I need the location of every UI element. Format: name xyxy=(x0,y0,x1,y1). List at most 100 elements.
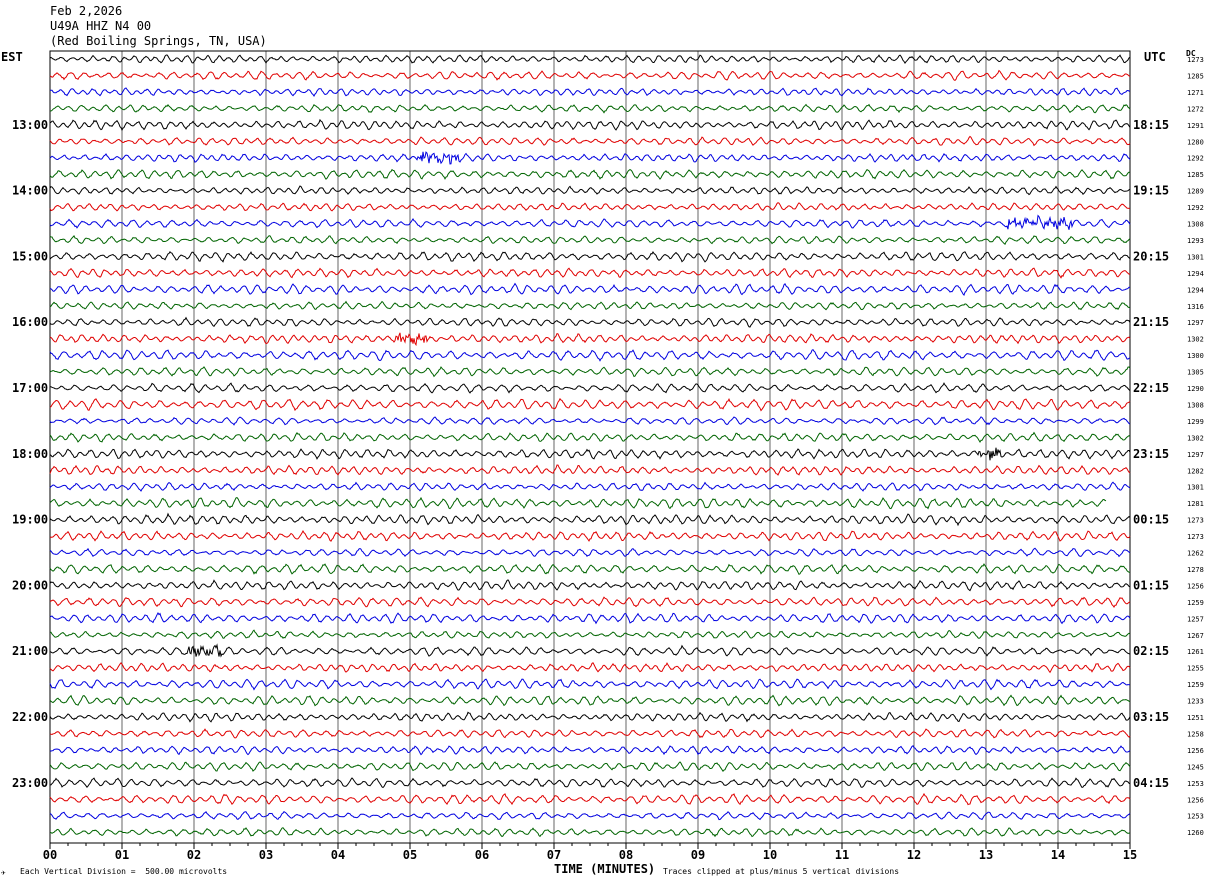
dc-offset-label: 1255 xyxy=(1187,665,1204,673)
station-location: (Red Boiling Springs, TN, USA) xyxy=(50,34,267,48)
dc-offset-label: 1267 xyxy=(1187,632,1204,640)
x-tick-label: 04 xyxy=(331,848,345,862)
seismic-trace xyxy=(49,202,1131,212)
dc-offset-label: 1285 xyxy=(1187,171,1204,179)
dc-offset-label: 1282 xyxy=(1187,467,1204,475)
seismic-trace xyxy=(49,711,1131,723)
dc-offset-label: 1256 xyxy=(1187,582,1204,590)
dc-offset-label: 1297 xyxy=(1187,451,1204,459)
utc-hour-label: 04:15 xyxy=(1133,776,1169,790)
est-hour-label: 13:00 xyxy=(12,118,48,132)
dc-offset-label: 1294 xyxy=(1187,270,1204,278)
scale-note: Each Vertical Division = 500.00 microvol… xyxy=(20,867,228,876)
dc-offset-label: 1302 xyxy=(1187,434,1204,442)
seismic-trace xyxy=(49,612,1131,625)
dc-offset-label: 1292 xyxy=(1187,204,1204,212)
dc-offset-label: 1308 xyxy=(1187,221,1204,229)
dc-offset-label: 1251 xyxy=(1187,714,1204,722)
est-hour-label: 19:00 xyxy=(12,513,48,527)
dc-offset-label: 1258 xyxy=(1187,730,1204,738)
seismic-trace xyxy=(49,69,1131,82)
seismic-trace xyxy=(49,481,1131,492)
seismic-trace xyxy=(49,579,1131,592)
dc-offset-label: 1259 xyxy=(1187,599,1204,607)
dc-offset-label: 1273 xyxy=(1187,533,1204,541)
seismic-trace xyxy=(49,103,1131,114)
dc-offset-label: 1271 xyxy=(1187,89,1204,97)
x-tick-label: 11 xyxy=(835,848,849,862)
dc-offset-label: 1278 xyxy=(1187,566,1204,574)
seismic-trace xyxy=(49,416,1131,426)
dc-offset-label: 1253 xyxy=(1187,780,1204,788)
utc-axis-label: UTC xyxy=(1144,50,1166,64)
seismic-trace xyxy=(49,87,1131,97)
seismic-trace xyxy=(49,214,1131,230)
dc-offset-label: 1273 xyxy=(1187,56,1204,64)
dc-offset-label: 1233 xyxy=(1187,698,1204,706)
seismic-trace xyxy=(49,431,1131,443)
x-tick-label: 10 xyxy=(763,848,777,862)
seismic-trace xyxy=(49,643,1131,658)
dc-axis-label: DC xyxy=(1186,49,1196,58)
dc-offset-label: 1301 xyxy=(1187,253,1204,261)
seismic-trace xyxy=(49,316,1131,328)
seismic-trace xyxy=(49,496,1107,510)
dc-offset-label: 1294 xyxy=(1187,286,1204,294)
dc-offset-label: 1256 xyxy=(1187,747,1204,755)
seismic-trace xyxy=(49,250,1131,263)
seismic-trace xyxy=(49,282,1130,297)
utc-hour-label: 01:15 xyxy=(1133,578,1169,592)
utc-hour-label: 18:15 xyxy=(1133,118,1169,132)
est-hour-label: 18:00 xyxy=(12,447,48,461)
seismic-trace xyxy=(49,366,1131,378)
x-tick-label: 15 xyxy=(1123,848,1137,862)
x-tick-label: 01 xyxy=(115,848,129,862)
dc-offset-label: 1299 xyxy=(1187,418,1204,426)
utc-hour-label: 20:15 xyxy=(1133,249,1169,263)
utc-hour-label: 23:15 xyxy=(1133,447,1169,461)
dc-offset-label: 1259 xyxy=(1187,681,1204,689)
dc-offset-label: 1280 xyxy=(1187,138,1204,146)
x-tick-label: 14 xyxy=(1051,848,1065,862)
seismic-trace xyxy=(49,792,1131,806)
est-hour-label: 17:00 xyxy=(12,381,48,395)
clip-note: Traces clipped at plus/minus 5 vertical … xyxy=(663,867,900,876)
x-tick-label: 09 xyxy=(691,848,705,862)
est-hour-label: 15:00 xyxy=(12,249,48,263)
seismic-trace xyxy=(49,678,1131,691)
utc-hour-label: 22:15 xyxy=(1133,381,1169,395)
x-tick-label: 02 xyxy=(187,848,201,862)
seismic-trace xyxy=(49,332,1131,347)
dc-offset-label: 1290 xyxy=(1187,385,1204,393)
seismic-trace xyxy=(49,118,1131,132)
dc-offset-label: 1291 xyxy=(1187,122,1204,130)
footer-mark: ✈ xyxy=(1,868,6,877)
dc-offset-label: 1316 xyxy=(1187,303,1204,311)
est-hour-label: 16:00 xyxy=(12,315,48,329)
est-axis-label: EST xyxy=(1,50,23,64)
seismic-trace xyxy=(50,827,1131,838)
x-tick-label: 06 xyxy=(475,848,489,862)
seismic-trace xyxy=(49,135,1131,147)
seismic-trace xyxy=(49,447,1131,461)
dc-offset-label: 1293 xyxy=(1187,237,1204,245)
utc-hour-label: 00:15 xyxy=(1133,513,1169,527)
utc-hour-label: 03:15 xyxy=(1133,710,1169,724)
dc-offset-label: 1262 xyxy=(1187,550,1204,558)
dc-offset-label: 1302 xyxy=(1187,336,1204,344)
est-hour-label: 23:00 xyxy=(12,776,48,790)
x-tick-label: 03 xyxy=(259,848,273,862)
dc-offset-label: 1273 xyxy=(1187,517,1204,525)
dc-offset-label: 1308 xyxy=(1187,401,1204,409)
dc-offset-label: 1245 xyxy=(1187,763,1204,771)
dc-offset-label: 1281 xyxy=(1187,500,1204,508)
seismic-trace xyxy=(49,761,1131,773)
dc-offset-label: 1305 xyxy=(1187,369,1204,377)
dc-offset-label: 1301 xyxy=(1187,484,1204,492)
seismic-trace xyxy=(49,694,1131,707)
seismic-trace xyxy=(50,777,1131,789)
seismic-trace xyxy=(49,745,1131,756)
seismic-trace xyxy=(49,512,1131,527)
seismic-trace xyxy=(49,54,1131,65)
